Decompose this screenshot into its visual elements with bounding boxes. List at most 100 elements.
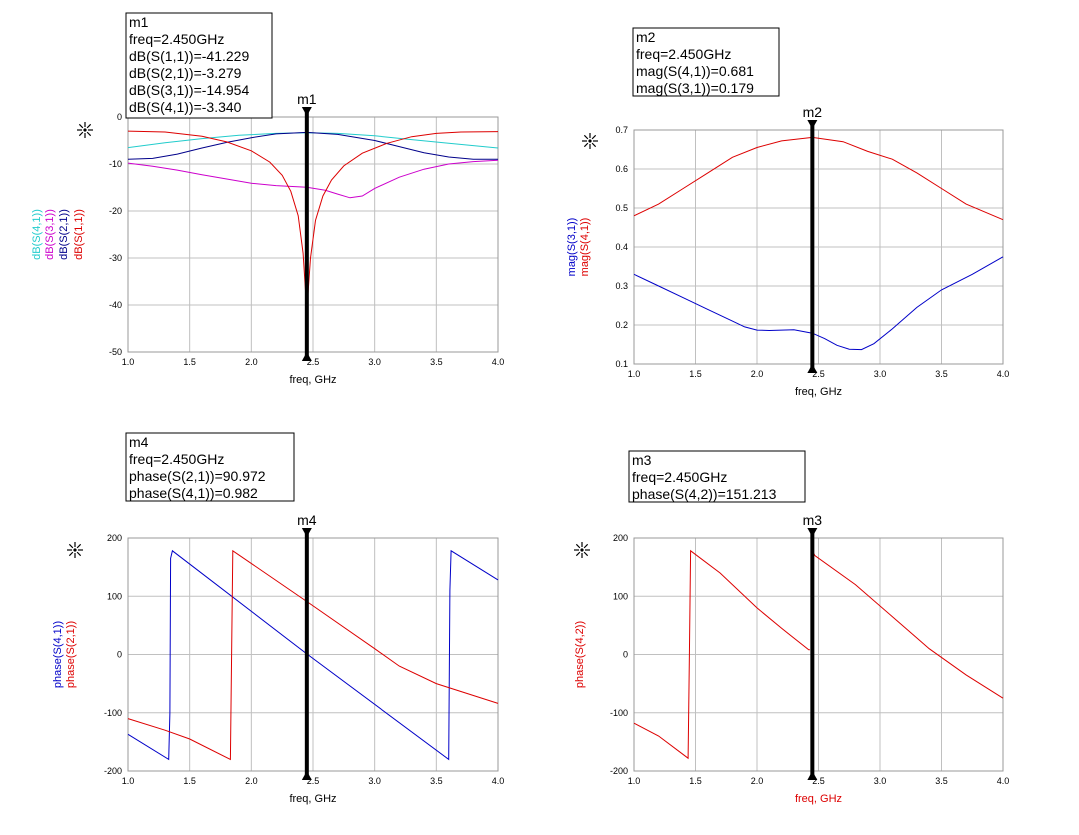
x-tick-label: 3.5 bbox=[935, 776, 948, 786]
x-tick-label: 1.5 bbox=[689, 776, 702, 786]
sparkle-ray bbox=[78, 131, 84, 137]
x-tick-label: 3.5 bbox=[935, 369, 948, 379]
marker-label: m1 bbox=[297, 91, 317, 107]
marker-readout-line: dB(S(2,1))=-3.279 bbox=[129, 65, 242, 81]
x-tick-label: 1.0 bbox=[122, 776, 135, 786]
y-tick-label: 200 bbox=[107, 533, 122, 543]
plot-frame bbox=[633, 537, 1004, 772]
sparkle-icon bbox=[574, 542, 590, 558]
y-tick-label: -100 bbox=[610, 708, 628, 718]
marker-readout-line: mag(S(4,1))=0.681 bbox=[636, 63, 754, 79]
marker-readout-line: m1 bbox=[129, 14, 149, 30]
sparkle-icon bbox=[582, 133, 598, 149]
sparkle-icon bbox=[77, 122, 93, 138]
marker-readout-line: phase(S(4,1))=0.982 bbox=[129, 485, 258, 501]
sparkle-ray bbox=[583, 134, 589, 140]
marker-top-arrow bbox=[301, 528, 312, 537]
series-line bbox=[633, 549, 810, 760]
x-axis-label: freq, GHz bbox=[289, 793, 336, 805]
x-tick-label: 1.0 bbox=[122, 357, 135, 367]
marker-readout-line: dB(S(4,1))=-3.340 bbox=[129, 99, 242, 115]
sparkle-ray bbox=[575, 551, 581, 557]
y-tick-label: -30 bbox=[109, 253, 122, 263]
sparkle-ray bbox=[591, 142, 597, 148]
y-axis-label: mag(S(4,1)) bbox=[579, 218, 591, 277]
marker-readout-line: freq=2.450GHz bbox=[129, 451, 224, 467]
sparkle-ray bbox=[68, 551, 74, 557]
chart-m2: 1.0 1.5 2.0 2.5 3.0 3.5 4.0 0.7 0.6 0.5 0.4 0.3 0.2 0… bbox=[566, 27, 1010, 398]
marker-readout-line: freq=2.450GHz bbox=[129, 31, 224, 47]
x-tick-label: 1.0 bbox=[628, 776, 641, 786]
y-axis-label: dB(S(3,1)) bbox=[44, 209, 56, 260]
y-tick-label: -10 bbox=[109, 159, 122, 169]
marker-readout-line: freq=2.450GHz bbox=[636, 46, 731, 62]
y-tick-label: -200 bbox=[104, 766, 122, 776]
marker-label: m3 bbox=[803, 512, 823, 528]
x-tick-label: 4.0 bbox=[997, 776, 1010, 786]
x-tick-label: 3.5 bbox=[430, 357, 443, 367]
series-line bbox=[127, 159, 499, 199]
sparkle-center bbox=[73, 548, 77, 552]
y-axis-label: phase(S(2,1)) bbox=[65, 621, 77, 688]
y-tick-label: 0.2 bbox=[615, 320, 628, 330]
x-tick-label: 2.0 bbox=[751, 369, 764, 379]
marker-readout-line: freq=2.450GHz bbox=[632, 469, 727, 485]
x-tick-label: 1.5 bbox=[689, 369, 702, 379]
x-tick-label: 2.5 bbox=[812, 369, 825, 379]
y-tick-label: 0.6 bbox=[615, 164, 628, 174]
sparkle-ray bbox=[583, 551, 589, 557]
marker-readout-box bbox=[628, 450, 806, 503]
marker-label: m2 bbox=[803, 104, 823, 120]
x-tick-label: 3.0 bbox=[874, 776, 887, 786]
marker-bottom-arrow bbox=[301, 352, 312, 361]
sparkle-center bbox=[580, 548, 584, 552]
chart-m1: 1.0 1.5 2.0 2.5 3.0 3.5 4.0 0 -10 -20 -30 -40 -50 fre… bbox=[31, 12, 505, 386]
series-line bbox=[127, 549, 499, 761]
y-tick-label: 0.4 bbox=[615, 242, 628, 252]
y-tick-label: 0 bbox=[117, 650, 122, 660]
marker-readout-box bbox=[632, 27, 780, 97]
x-tick-label: 2.0 bbox=[245, 776, 258, 786]
y-tick-label: 100 bbox=[613, 591, 628, 601]
x-tick-label: 4.0 bbox=[997, 369, 1010, 379]
y-axis-label: dB(S(4,1)) bbox=[31, 209, 43, 260]
plot-frame bbox=[633, 129, 1004, 365]
chart-m4: 1.0 1.5 2.0 2.5 3.0 3.5 4.0 200 100 0 -100 -200 freq… bbox=[52, 432, 504, 805]
x-tick-label: 3.0 bbox=[874, 369, 887, 379]
x-axis-label: freq, GHz bbox=[289, 374, 336, 386]
x-tick-label: 2.5 bbox=[812, 776, 825, 786]
sparkle-ray bbox=[76, 551, 82, 557]
marker-bottom-arrow bbox=[807, 364, 818, 373]
x-axis-label: freq, GHz bbox=[795, 793, 842, 805]
sparkle-ray bbox=[86, 131, 92, 137]
marker-readout-line: dB(S(3,1))=-14.954 bbox=[129, 82, 249, 98]
y-tick-label: 0.5 bbox=[615, 203, 628, 213]
x-tick-label: 4.0 bbox=[492, 357, 505, 367]
sparkle-ray bbox=[86, 123, 92, 129]
marker-readout-line: m2 bbox=[636, 29, 656, 45]
plot-frame bbox=[127, 537, 499, 772]
sparkle-ray bbox=[68, 543, 74, 549]
sparkle-icon bbox=[67, 542, 83, 558]
y-axis-label: dB(S(2,1)) bbox=[58, 209, 70, 260]
y-tick-label: 0.7 bbox=[615, 125, 628, 135]
marker-readout-line: m4 bbox=[129, 434, 149, 450]
sparkle-ray bbox=[583, 142, 589, 148]
y-tick-label: 100 bbox=[107, 591, 122, 601]
marker-bottom-arrow bbox=[807, 771, 818, 780]
y-tick-label: -20 bbox=[109, 206, 122, 216]
sparkle-center bbox=[83, 128, 87, 132]
y-axis-label: phase(S(4,2)) bbox=[574, 621, 586, 688]
marker-readout-line: mag(S(3,1))=0.179 bbox=[636, 80, 754, 96]
marker-top-arrow bbox=[301, 107, 312, 116]
sparkle-center bbox=[588, 139, 592, 143]
x-tick-label: 3.5 bbox=[430, 776, 443, 786]
x-tick-label: 2.0 bbox=[245, 357, 258, 367]
chart-m3: 1.0 1.5 2.0 2.5 3.0 3.5 4.0 200 100 0 -100 -200 freq… bbox=[574, 450, 1010, 805]
y-axis-label: mag(S(3,1)) bbox=[566, 218, 578, 277]
x-tick-label: 1.0 bbox=[628, 369, 641, 379]
sparkle-ray bbox=[575, 543, 581, 549]
x-tick-label: 1.5 bbox=[183, 357, 196, 367]
sparkle-ray bbox=[76, 543, 82, 549]
